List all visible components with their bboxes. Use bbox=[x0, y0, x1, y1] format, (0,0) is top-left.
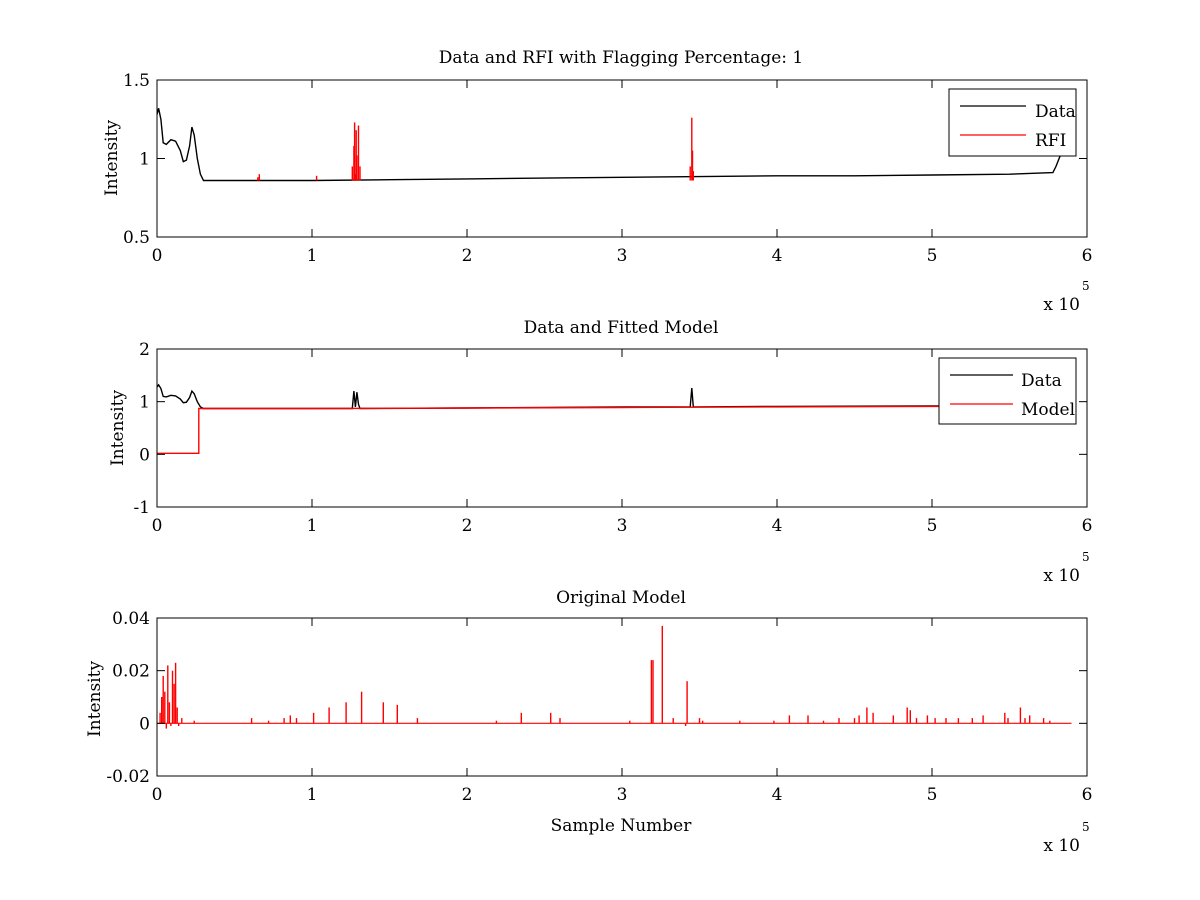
panel-3-xlabel: Sample Number bbox=[551, 816, 693, 836]
panel-3-xtick-label: 0 bbox=[152, 785, 163, 805]
panel-2-xtick-label: 1 bbox=[307, 516, 318, 536]
panel-1-legend-label-data: Data bbox=[1035, 102, 1076, 122]
panel-1-xtick-label: 3 bbox=[617, 246, 628, 266]
panel-1-multiplier: x 10 5 bbox=[1043, 279, 1089, 315]
panel-1-ytick-label: 0.5 bbox=[123, 228, 150, 248]
panel-1-series-data-line bbox=[157, 108, 1063, 182]
panel-3-xtick-label: 1 bbox=[307, 785, 318, 805]
panel-1-xtick-label: 4 bbox=[772, 246, 783, 266]
panel-2-xtick-label: 0 bbox=[152, 516, 163, 536]
panel-1-xtick-label: 2 bbox=[462, 246, 473, 266]
panel-2-multiplier-base: x 10 bbox=[1043, 566, 1080, 586]
panel-1-xtick-label: 5 bbox=[927, 246, 938, 266]
panel-2-multiplier-exponent: 5 bbox=[1082, 550, 1090, 564]
panel-2-xtick-label: 5 bbox=[927, 516, 938, 536]
panel-3-ytick-label: 0 bbox=[139, 714, 150, 734]
panel-3-xtick-label: 3 bbox=[617, 785, 628, 805]
panel-3-ytick-label: 0.04 bbox=[112, 609, 150, 629]
panel-3-series-group bbox=[157, 625, 1072, 729]
panel-3-ylabel: Intensity bbox=[85, 661, 105, 737]
panel-1-legend: Data RFI bbox=[948, 88, 1077, 157]
panel-1-multiplier-base: x 10 bbox=[1043, 295, 1080, 315]
panel-2-series-group bbox=[157, 383, 1063, 454]
panel-2-ytick-label: 1 bbox=[139, 393, 150, 413]
panel-2-ytick-label: 2 bbox=[139, 340, 150, 360]
panel-2-xtick-label: 3 bbox=[617, 516, 628, 536]
panel-1-ytick-label: 1.5 bbox=[123, 71, 150, 91]
panel-2-ytick-label: -1 bbox=[133, 498, 150, 518]
panel-3-title: Original Model bbox=[556, 588, 686, 608]
panel-2-multiplier: x 10 5 bbox=[1043, 550, 1089, 586]
panel-3-xtick-label: 5 bbox=[927, 785, 938, 805]
panel-1-xtick-label: 0 bbox=[152, 246, 163, 266]
panel-3-xtick-label: 2 bbox=[462, 785, 473, 805]
panel-3-ytick-label: -0.02 bbox=[106, 767, 150, 787]
panel-3-multiplier-exponent: 5 bbox=[1082, 820, 1090, 834]
panel-1-ylabel: Intensity bbox=[102, 120, 122, 196]
panel-1-xtick-label: 1 bbox=[307, 246, 318, 266]
panel-3-multiplier-base: x 10 bbox=[1043, 836, 1080, 856]
panel-2-ylabel: Intensity bbox=[108, 390, 128, 466]
panel-2-ytick-label: 0 bbox=[139, 445, 150, 465]
panel-1-plot: 0 1 2 3 4 5 6 0.5 1 1.5 bbox=[123, 71, 1092, 266]
panel-2: Data and Fitted Model Intensity 0 1 2 3 4 5 6 -… bbox=[108, 318, 1092, 586]
panel-3-xtick-label: 4 bbox=[772, 785, 783, 805]
panel-2-series-model-line bbox=[157, 405, 1063, 454]
panel-3-ytick-label: 0.02 bbox=[112, 662, 150, 682]
panel-1-title: Data and RFI with Flagging Percentage: 1 bbox=[439, 48, 803, 68]
panel-2-title: Data and Fitted Model bbox=[524, 318, 719, 338]
panel-2-legend: Data Model bbox=[938, 357, 1077, 425]
panel-2-xtick-label: 6 bbox=[1082, 516, 1093, 536]
panel-1-multiplier-exponent: 5 bbox=[1082, 279, 1090, 293]
panel-2-legend-label-model: Model bbox=[1021, 400, 1075, 420]
panel-3-xtick-label: 6 bbox=[1082, 785, 1093, 805]
panel-1-legend-label-rfi: RFI bbox=[1035, 131, 1066, 151]
panel-1-legend-box bbox=[948, 88, 1077, 157]
panel-2-legend-box bbox=[938, 357, 1077, 425]
panel-3: Original Model Intensity Sample Number 0… bbox=[85, 588, 1092, 856]
panel-1-xtick-label: 6 bbox=[1082, 246, 1093, 266]
panel-3-multiplier: x 10 5 bbox=[1043, 820, 1089, 856]
panel-2-xtick-label: 2 bbox=[462, 516, 473, 536]
panel-1-ytick-label: 1 bbox=[139, 150, 150, 170]
panel-1: Data and RFI with Flagging Percentage: 1… bbox=[102, 48, 1092, 315]
panel-1-series-group bbox=[157, 108, 1063, 182]
panel-2-legend-label-data: Data bbox=[1021, 371, 1062, 391]
panel-2-xtick-label: 4 bbox=[772, 516, 783, 536]
